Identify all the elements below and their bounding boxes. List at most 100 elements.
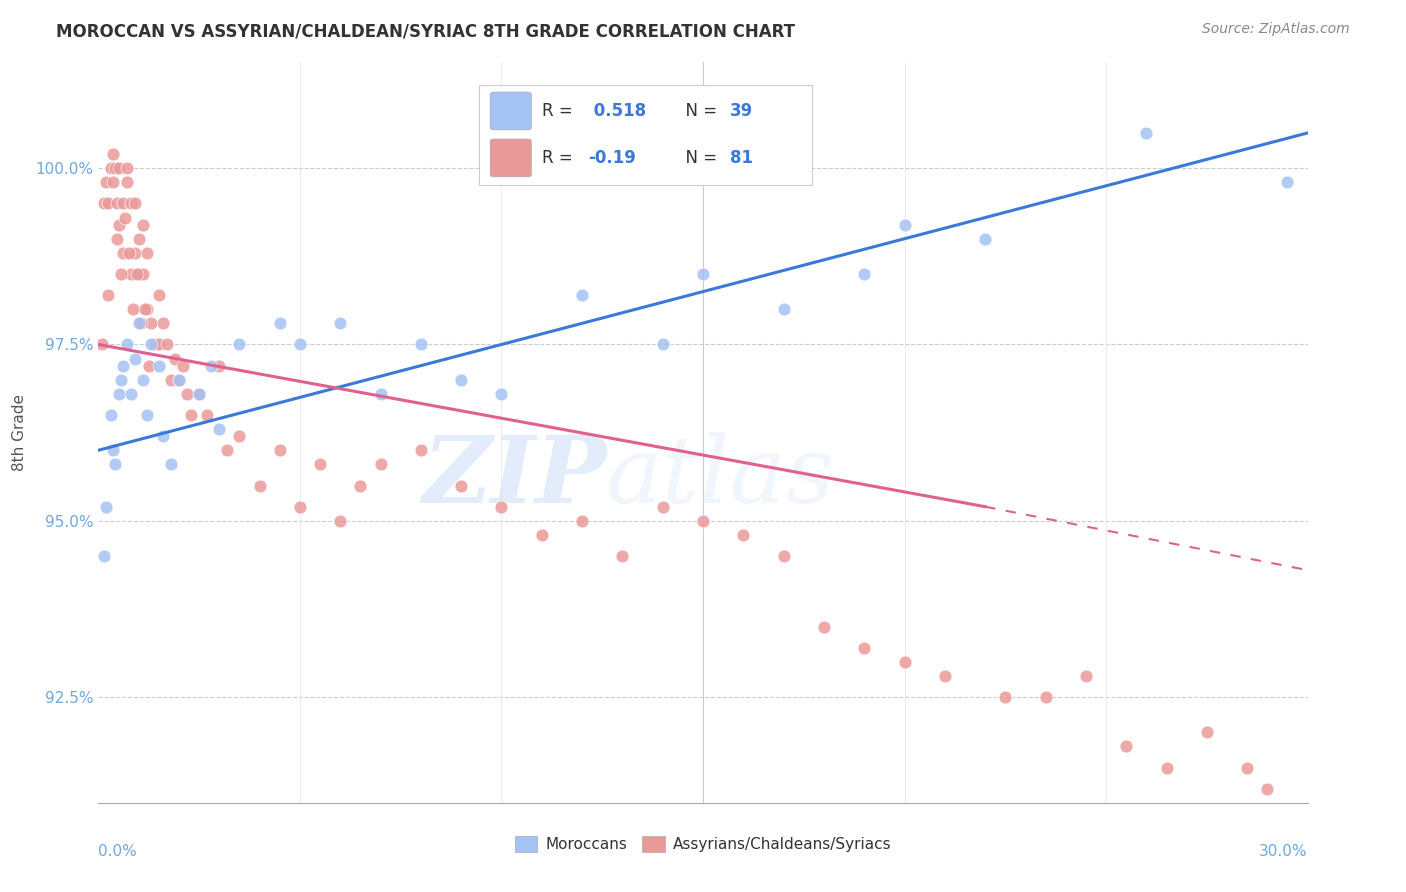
- Text: 81: 81: [730, 149, 752, 167]
- Point: [288, 337, 311, 351]
- Point: [228, 429, 250, 443]
- Text: atlas: atlas: [606, 432, 835, 522]
- Point: [208, 422, 231, 436]
- Point: [208, 359, 231, 373]
- Point: [121, 302, 143, 317]
- Point: [1277, 175, 1299, 189]
- Point: [1236, 760, 1258, 774]
- Point: [114, 211, 136, 225]
- Point: [1256, 781, 1278, 796]
- Point: [128, 232, 150, 246]
- FancyBboxPatch shape: [479, 85, 811, 185]
- Point: [129, 316, 152, 330]
- Text: -0.19: -0.19: [588, 149, 636, 167]
- Point: [571, 514, 593, 528]
- Point: [148, 337, 170, 351]
- Point: [269, 316, 291, 330]
- Point: [491, 500, 513, 514]
- Point: [188, 387, 211, 401]
- Point: [125, 267, 148, 281]
- Point: [101, 147, 124, 161]
- Point: [772, 302, 794, 317]
- Text: N =: N =: [675, 149, 723, 167]
- Point: [651, 337, 673, 351]
- Text: 30.0%: 30.0%: [1260, 844, 1308, 858]
- Point: [120, 387, 142, 401]
- Point: [813, 619, 835, 633]
- Point: [651, 500, 673, 514]
- Text: MOROCCAN VS ASSYRIAN/CHALDEAN/SYRIAC 8TH GRADE CORRELATION CHART: MOROCCAN VS ASSYRIAN/CHALDEAN/SYRIAC 8TH…: [56, 22, 796, 40]
- Point: [893, 218, 915, 232]
- Point: [530, 528, 553, 542]
- Point: [163, 351, 186, 366]
- Point: [138, 359, 160, 373]
- Point: [349, 478, 371, 492]
- Point: [115, 337, 138, 351]
- Text: N =: N =: [675, 102, 723, 120]
- Point: [692, 267, 714, 281]
- Point: [167, 373, 190, 387]
- Point: [132, 373, 155, 387]
- Point: [134, 302, 156, 317]
- Point: [180, 408, 202, 422]
- Point: [110, 373, 132, 387]
- Point: [143, 337, 166, 351]
- Point: [152, 429, 174, 443]
- Point: [1195, 725, 1218, 739]
- Point: [692, 514, 714, 528]
- Point: [188, 387, 211, 401]
- Point: [103, 161, 125, 176]
- Point: [450, 478, 472, 492]
- Point: [103, 458, 125, 472]
- Point: [139, 316, 162, 330]
- Point: [160, 458, 183, 472]
- Point: [120, 267, 142, 281]
- Point: [172, 359, 194, 373]
- Point: [148, 359, 170, 373]
- Point: [288, 500, 311, 514]
- Text: 0.518: 0.518: [588, 102, 647, 120]
- Point: [111, 245, 134, 260]
- Point: [148, 288, 170, 302]
- Point: [200, 359, 222, 373]
- Point: [135, 302, 157, 317]
- Point: [115, 175, 138, 189]
- Point: [370, 458, 392, 472]
- Text: 0.0%: 0.0%: [98, 844, 138, 858]
- Point: [93, 549, 115, 563]
- Point: [97, 196, 120, 211]
- Point: [111, 359, 134, 373]
- Point: [118, 245, 141, 260]
- Point: [228, 337, 250, 351]
- Point: [612, 549, 634, 563]
- Point: [107, 161, 129, 176]
- Point: [167, 373, 190, 387]
- Point: [124, 351, 146, 366]
- Point: [110, 267, 132, 281]
- Point: [1115, 739, 1137, 754]
- Point: [93, 196, 115, 211]
- Point: [132, 267, 155, 281]
- Point: [152, 316, 174, 330]
- Point: [195, 408, 218, 422]
- Point: [370, 387, 392, 401]
- Point: [105, 232, 128, 246]
- Point: [1135, 126, 1157, 140]
- Point: [91, 337, 114, 351]
- Point: [733, 528, 755, 542]
- Point: [176, 387, 198, 401]
- Point: [269, 443, 291, 458]
- Point: [217, 443, 239, 458]
- Point: [107, 218, 129, 232]
- Point: [491, 387, 513, 401]
- Point: [111, 196, 134, 211]
- Point: [409, 443, 432, 458]
- Legend: Moroccans, Assyrians/Chaldeans/Syriacs: Moroccans, Assyrians/Chaldeans/Syriacs: [509, 830, 897, 858]
- Point: [100, 161, 122, 176]
- Point: [772, 549, 794, 563]
- Point: [96, 175, 118, 189]
- Text: R =: R =: [543, 102, 578, 120]
- Text: ZIP: ZIP: [422, 432, 606, 522]
- Point: [96, 500, 118, 514]
- Point: [974, 232, 997, 246]
